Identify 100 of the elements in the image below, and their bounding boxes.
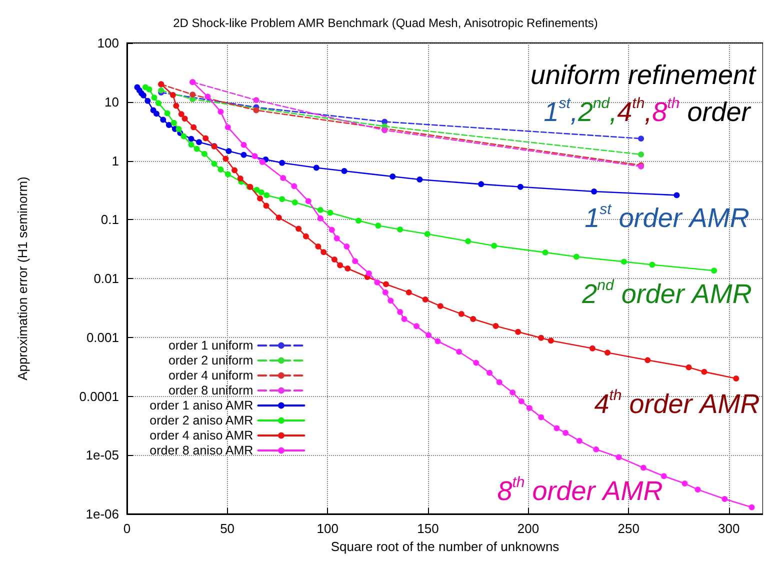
point bbox=[317, 215, 324, 222]
point bbox=[640, 464, 646, 471]
point bbox=[424, 231, 430, 237]
point bbox=[674, 192, 680, 198]
point bbox=[188, 136, 194, 142]
x-tick-label: 0 bbox=[123, 521, 131, 536]
x-tick-label: 150 bbox=[417, 521, 439, 536]
legend-label: order 1 uniform bbox=[168, 338, 254, 352]
point bbox=[397, 226, 404, 232]
point bbox=[279, 196, 286, 202]
point bbox=[264, 192, 270, 198]
point bbox=[232, 167, 238, 174]
point bbox=[422, 296, 428, 302]
point bbox=[280, 174, 286, 181]
point bbox=[352, 258, 358, 264]
point bbox=[496, 379, 502, 386]
point bbox=[591, 188, 598, 195]
point bbox=[686, 364, 692, 370]
point bbox=[573, 254, 580, 260]
point bbox=[390, 174, 396, 180]
point bbox=[437, 303, 444, 310]
point bbox=[302, 233, 309, 240]
legend-label: order 2 uniform bbox=[168, 354, 254, 368]
point bbox=[542, 249, 548, 256]
point bbox=[327, 210, 334, 216]
point bbox=[334, 235, 340, 242]
point bbox=[382, 127, 388, 134]
legend-label: order 4 aniso AMR bbox=[150, 428, 254, 442]
point bbox=[478, 181, 484, 188]
point bbox=[320, 249, 327, 256]
point bbox=[222, 156, 229, 162]
point bbox=[416, 176, 423, 183]
point bbox=[375, 222, 382, 229]
point bbox=[173, 102, 180, 109]
point bbox=[660, 473, 667, 480]
point bbox=[733, 376, 740, 382]
legend-label: order 8 uniform bbox=[168, 384, 254, 398]
point bbox=[158, 87, 164, 94]
point bbox=[510, 389, 516, 396]
point bbox=[315, 243, 322, 250]
point bbox=[401, 316, 408, 322]
point bbox=[276, 214, 282, 221]
point bbox=[470, 316, 476, 322]
point bbox=[473, 360, 480, 366]
point bbox=[237, 175, 244, 182]
point bbox=[337, 262, 344, 268]
legend-label: order 1 aniso AMR bbox=[150, 398, 254, 412]
point bbox=[166, 122, 172, 128]
point bbox=[211, 160, 218, 167]
point bbox=[711, 268, 718, 274]
point bbox=[170, 120, 177, 126]
y-tick-label: 0.01 bbox=[94, 271, 119, 286]
point bbox=[151, 94, 158, 101]
point bbox=[291, 183, 298, 190]
point bbox=[562, 430, 569, 436]
point bbox=[176, 126, 182, 132]
point bbox=[202, 135, 209, 142]
point bbox=[259, 159, 266, 166]
point bbox=[182, 116, 188, 122]
y-tick-label: 1 bbox=[112, 153, 119, 168]
point bbox=[694, 486, 701, 493]
point bbox=[296, 226, 302, 232]
point bbox=[538, 334, 544, 341]
x-tick-label: 50 bbox=[220, 521, 235, 536]
point bbox=[194, 146, 200, 152]
point bbox=[218, 166, 224, 173]
point bbox=[328, 226, 335, 233]
point bbox=[188, 142, 194, 148]
x-tick-label: 300 bbox=[718, 521, 740, 536]
point bbox=[366, 270, 372, 276]
point bbox=[144, 98, 151, 104]
point bbox=[226, 148, 232, 154]
point bbox=[292, 199, 298, 206]
point bbox=[604, 350, 611, 356]
point bbox=[170, 92, 176, 98]
point bbox=[331, 256, 338, 263]
point bbox=[356, 218, 362, 224]
point bbox=[456, 348, 462, 355]
y-tick-label: 1e-05 bbox=[86, 448, 119, 463]
point bbox=[263, 202, 270, 209]
x-tick-label: 250 bbox=[618, 521, 640, 536]
point bbox=[414, 323, 420, 330]
point bbox=[486, 370, 493, 376]
point bbox=[649, 262, 656, 268]
point bbox=[190, 124, 197, 130]
legend-label: order 2 aniso AMR bbox=[150, 414, 254, 428]
point bbox=[517, 184, 524, 190]
legend-label: order 4 uniform bbox=[168, 368, 254, 382]
y-axis-title: Approximation error (H1 seminorm) bbox=[15, 176, 30, 380]
point bbox=[180, 133, 187, 140]
point bbox=[434, 338, 441, 344]
point bbox=[383, 281, 390, 288]
annotation: uniform refinement bbox=[530, 60, 758, 90]
point bbox=[382, 289, 388, 296]
legend-label: order 8 aniso AMR bbox=[150, 444, 254, 458]
y-tick-label: 1e-06 bbox=[86, 506, 119, 522]
point bbox=[722, 496, 728, 502]
point bbox=[257, 195, 264, 202]
x-tick-label: 200 bbox=[517, 521, 540, 536]
point bbox=[313, 164, 320, 171]
